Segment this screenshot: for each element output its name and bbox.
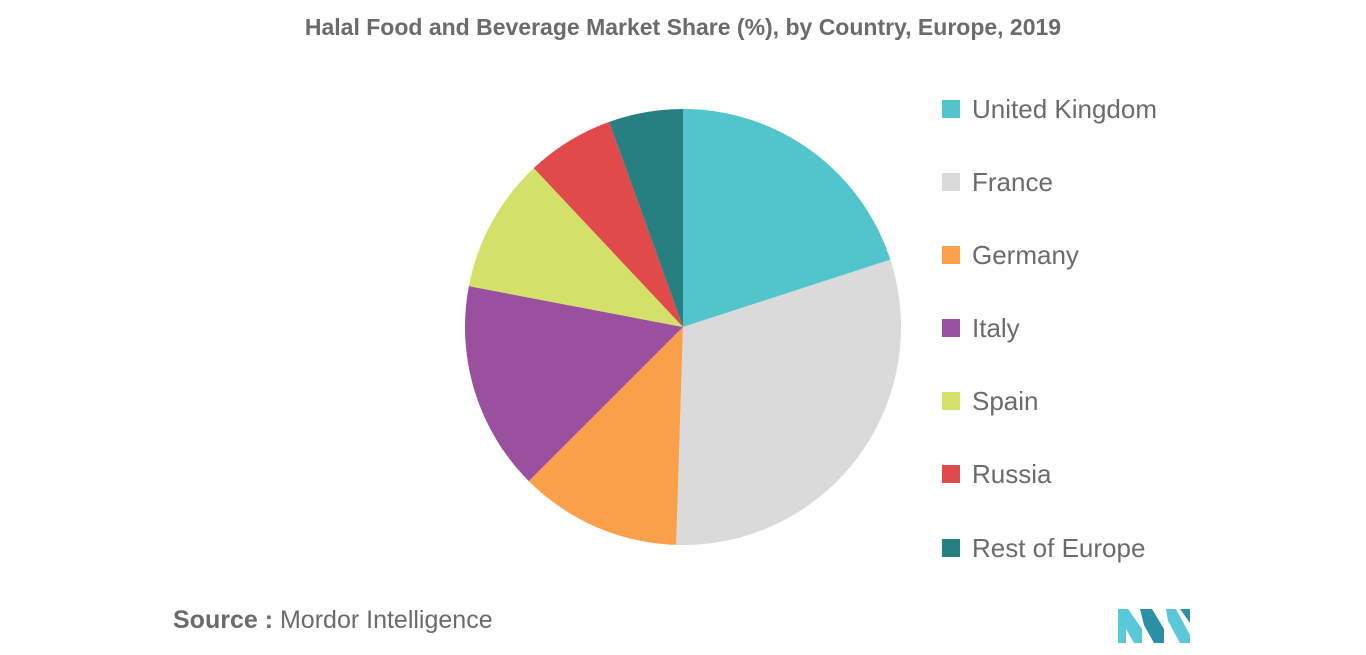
pie-slices xyxy=(465,109,901,545)
logo-shape-left xyxy=(1118,609,1142,643)
legend-item: Spain xyxy=(942,383,1157,456)
legend-swatch xyxy=(942,538,960,557)
legend-swatch xyxy=(942,319,960,338)
legend-swatch xyxy=(942,465,960,484)
legend-label: United Kingdom xyxy=(972,94,1157,124)
legend-item: United Kingdom xyxy=(942,91,1157,164)
legend-item: Italy xyxy=(942,310,1157,383)
source-label: Source : xyxy=(173,606,274,634)
legend-item: France xyxy=(942,164,1157,237)
legend-swatch xyxy=(942,100,960,118)
legend-label: France xyxy=(972,167,1053,198)
pie-slice-russia xyxy=(533,121,683,327)
pie-slice-france xyxy=(676,259,901,545)
legend-swatch xyxy=(942,246,960,265)
logo-shape-right-bar xyxy=(1180,609,1190,623)
legend-swatch xyxy=(942,392,960,411)
pie-slice-united-kingdom xyxy=(683,109,891,327)
legend-label: Italy xyxy=(972,313,1020,344)
legend-label: Russia xyxy=(972,459,1052,490)
pie-slice-spain xyxy=(468,168,683,327)
mordor-intelligence-logo-icon xyxy=(1118,609,1190,643)
legend-label: Rest of Europe xyxy=(972,532,1146,563)
legend-item: Rest of Europe xyxy=(942,530,1157,603)
legend-label: Spain xyxy=(972,386,1039,417)
legend-item: Germany xyxy=(942,237,1157,310)
legend-label: Germany xyxy=(972,240,1079,271)
legend-item: Russia xyxy=(942,456,1157,529)
legend-swatch xyxy=(942,173,960,192)
pie-slice-rest-of-europe xyxy=(609,109,683,327)
chart-title: Halal Food and Beverage Market Share (%)… xyxy=(304,14,1062,40)
source-note: Source : Mordor Intelligence xyxy=(173,606,493,635)
logo-shape-middle xyxy=(1140,609,1164,643)
pie-slice-italy xyxy=(465,286,683,482)
pie-slice-germany xyxy=(528,327,683,545)
chart-legend: United Kingdom France Germany Italy Spain Rus… xyxy=(942,91,1157,603)
source-value: Mordor Intelligence xyxy=(279,606,493,634)
logo-shape-right xyxy=(1166,609,1190,643)
